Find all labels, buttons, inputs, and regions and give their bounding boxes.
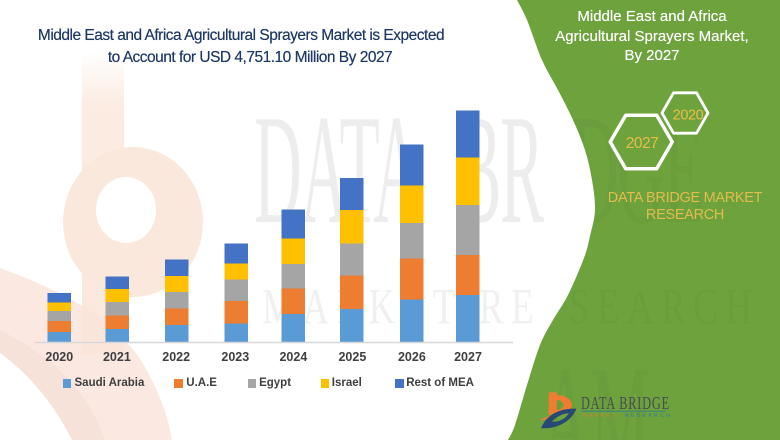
- svg-text:MARKET RE: MARKET RE: [262, 278, 541, 335]
- svg-text:DATA: DATA: [254, 84, 421, 257]
- svg-text:2027: 2027: [626, 135, 658, 152]
- svg-text:SEARCH: SEARCH: [569, 278, 760, 335]
- svg-text:2020: 2020: [673, 108, 704, 124]
